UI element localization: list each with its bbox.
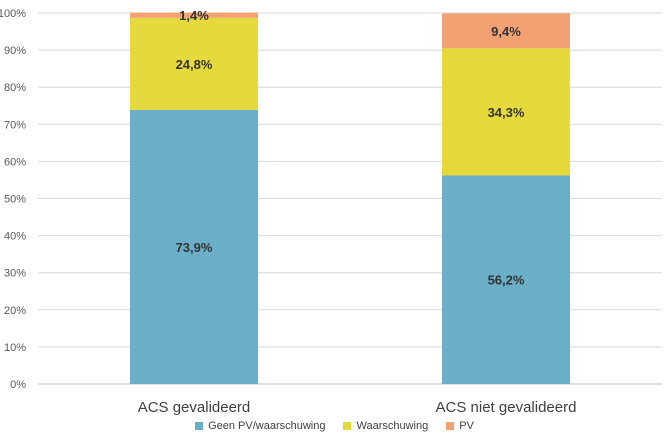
y-tick-label: 20% (4, 305, 26, 317)
y-tick-label: 40% (4, 231, 26, 243)
bar-segment (130, 12, 258, 18)
bar-segment (442, 48, 570, 176)
legend-item-geen-pv: Geen PV/waarschuwing (195, 420, 325, 432)
bar-segment (442, 13, 570, 49)
legend: Geen PV/waarschuwing Waarschuwing PV (0, 420, 669, 432)
legend-swatch-geen-pv (195, 422, 204, 430)
y-tick-label: 30% (4, 268, 26, 280)
legend-label-waarschuwing: Waarschuwing (356, 420, 429, 432)
bar-segment (442, 175, 570, 384)
x-category-label: ACS niet gevalideerd (436, 399, 577, 416)
legend-swatch-pv (446, 422, 455, 430)
bar-segment (130, 17, 258, 110)
legend-item-waarschuwing: Waarschuwing (343, 420, 428, 432)
y-tick-label: 60% (4, 156, 26, 168)
y-tick-label: 0% (10, 379, 26, 391)
data-label: 56,2% (488, 273, 525, 288)
y-tick-label: 90% (4, 45, 26, 57)
data-label: 73,9% (176, 240, 213, 255)
y-tick-label: 10% (4, 342, 26, 354)
legend-label-geen-pv: Geen PV/waarschuwing (208, 420, 326, 432)
y-tick-label: 70% (4, 119, 26, 131)
y-tick-label: 50% (4, 194, 26, 206)
data-label: 9,4% (491, 24, 521, 39)
x-category-label: ACS gevalideerd (138, 399, 251, 416)
bar-segment (130, 109, 258, 385)
legend-label-pv: PV (459, 420, 474, 432)
data-label: 24,8% (176, 57, 213, 72)
legend-item-pv: PV (446, 420, 474, 432)
data-label: 1,4% (179, 8, 209, 23)
legend-swatch-waarschuwing (343, 422, 352, 430)
data-label: 34,3% (488, 105, 525, 120)
y-tick-label: 80% (4, 82, 26, 94)
y-tick-label: 100% (0, 8, 26, 20)
